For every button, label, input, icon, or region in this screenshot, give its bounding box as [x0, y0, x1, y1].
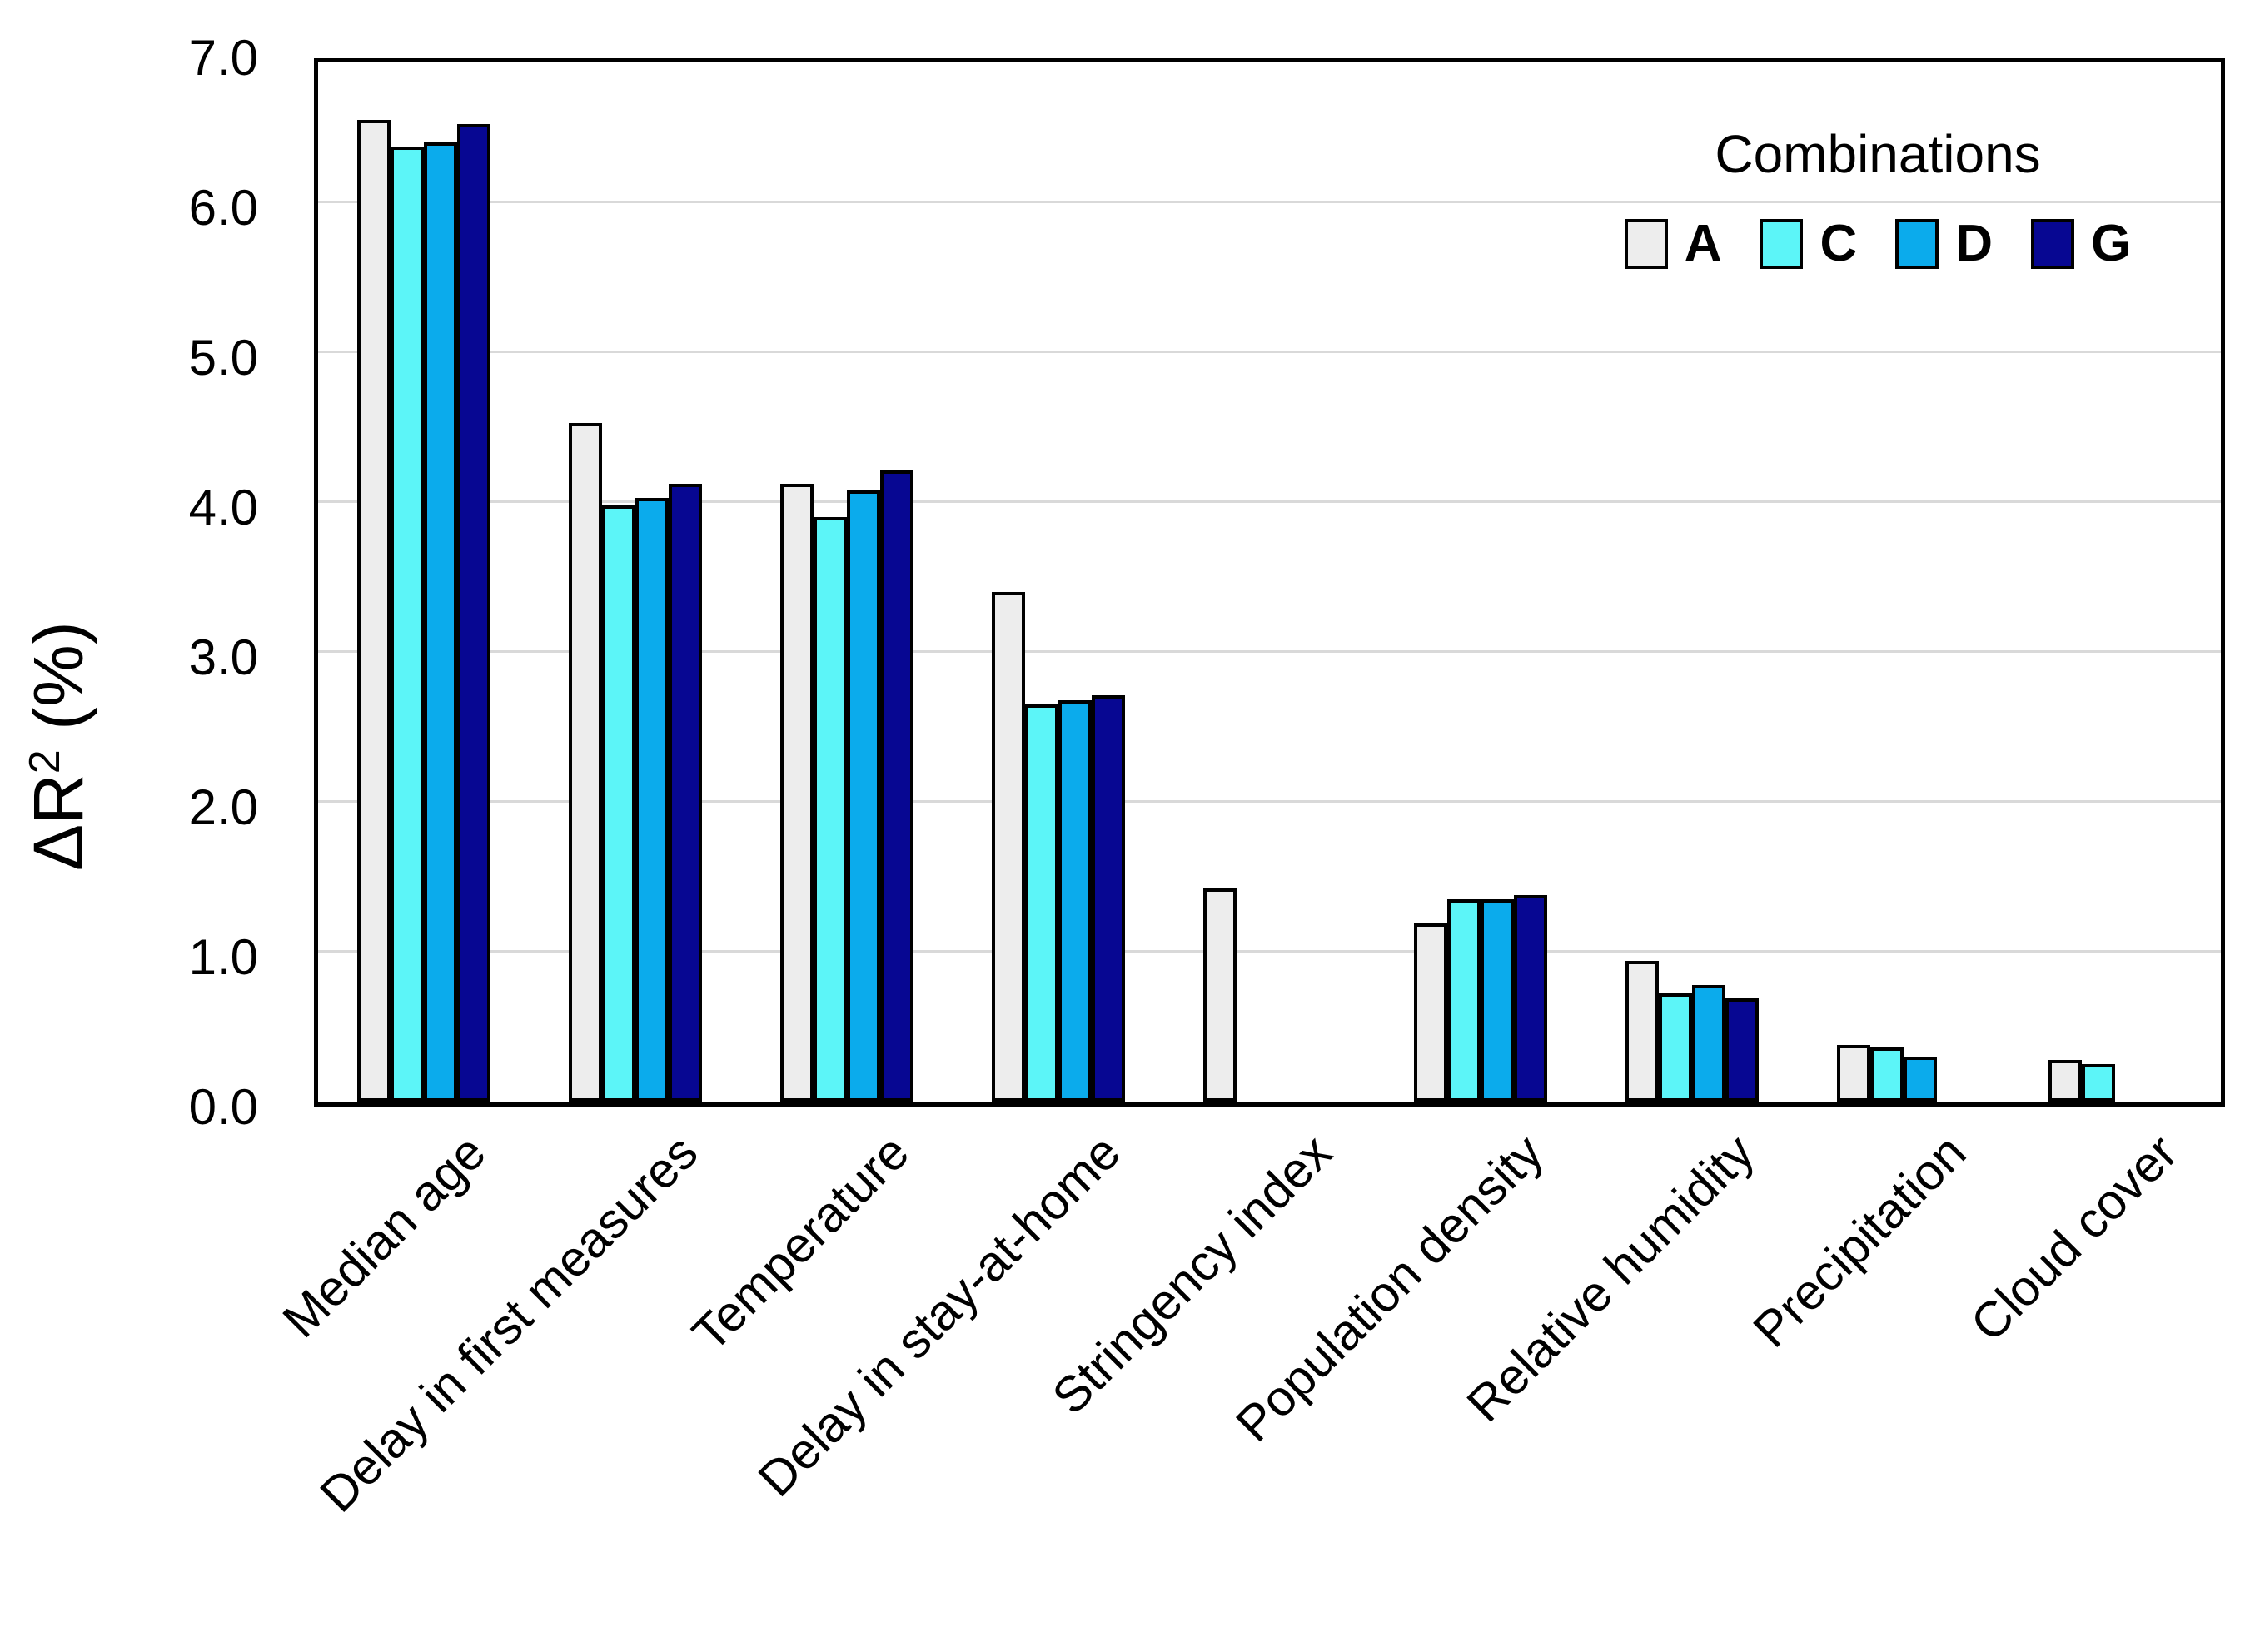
legend-label-A: A — [1684, 215, 1722, 272]
bar-A-7 — [1837, 1045, 1871, 1102]
bar-C-7 — [1870, 1047, 1904, 1102]
bar-C-3 — [1024, 704, 1058, 1102]
bar-A-6 — [1625, 961, 1660, 1102]
legend-label-G: G — [2091, 215, 2132, 272]
y-axis-tick-1.0: 1.0 — [188, 929, 258, 985]
bar-D-1 — [635, 498, 669, 1102]
bar-D-3 — [1058, 700, 1092, 1102]
x-axis-label-0: Median age — [272, 1123, 497, 1348]
gridline-1 — [318, 950, 2221, 953]
y-axis-tick-5.0: 5.0 — [188, 330, 258, 386]
legend-label-C: C — [1819, 215, 1858, 272]
gridline-2 — [318, 800, 2221, 803]
bar-C-8 — [2082, 1064, 2116, 1102]
gridline-5 — [318, 351, 2221, 353]
bar-D-7 — [1904, 1057, 1938, 1102]
legend: Combinations A C D G — [1586, 125, 2169, 270]
x-axis-label-3: Delay in stay-at-home — [747, 1123, 1131, 1507]
gridline-3 — [318, 650, 2221, 653]
gridline-4 — [318, 500, 2221, 503]
bar-C-6 — [1659, 993, 1693, 1102]
x-axis-label-7: Precipitation — [1742, 1123, 1977, 1358]
bar-A-1 — [568, 423, 602, 1102]
bar-D-6 — [1692, 985, 1726, 1102]
legend-item-C: C — [1760, 218, 1857, 270]
legend-item-G: G — [2031, 218, 2131, 270]
bar-G-5 — [1514, 895, 1548, 1102]
legend-item-A: A — [1624, 215, 1722, 272]
bar-D-5 — [1481, 899, 1515, 1102]
bar-D-0 — [423, 142, 457, 1102]
bar-A-8 — [2048, 1060, 2083, 1102]
gridline-6 — [318, 201, 2221, 203]
bar-G-2 — [879, 470, 913, 1102]
x-axis-label-2: Temperature — [681, 1123, 919, 1362]
y-axis-title-superscript: 2 — [21, 749, 69, 774]
bar-A-3 — [991, 592, 1025, 1102]
bar-C-5 — [1447, 899, 1481, 1102]
x-axis-label-1: Delay in first measures — [309, 1123, 709, 1523]
y-axis-tick-0.0: 0.0 — [188, 1079, 258, 1135]
legend-label-D: D — [1955, 215, 1994, 272]
legend-swatch-C — [1760, 219, 1804, 269]
bar-G-1 — [668, 484, 702, 1102]
bar-G-6 — [1725, 998, 1760, 1102]
bar-G-0 — [456, 124, 490, 1102]
bar-G-3 — [1091, 695, 1125, 1102]
bar-A-5 — [1414, 923, 1448, 1102]
y-axis-tick-3.0: 3.0 — [188, 629, 258, 685]
legend-item-D: D — [1895, 218, 1993, 270]
y-axis-tick-2.0: 2.0 — [188, 779, 258, 835]
bar-D-2 — [846, 490, 880, 1102]
bar-C-0 — [390, 147, 424, 1102]
bar-C-2 — [813, 517, 847, 1102]
bar-C-1 — [601, 505, 635, 1102]
y-axis-tick-6.0: 6.0 — [188, 180, 258, 236]
x-axis-label-8: Cloud cover — [1959, 1123, 2188, 1352]
legend-swatch-A — [1624, 219, 1668, 269]
legend-swatch-D — [1895, 219, 1939, 269]
legend-title: Combinations — [1715, 124, 2041, 184]
y-axis-tick-4.0: 4.0 — [188, 480, 258, 535]
legend-swatch-G — [2031, 219, 2075, 269]
bar-A-4 — [1202, 888, 1237, 1102]
bar-A-2 — [779, 484, 814, 1102]
bar-A-0 — [356, 120, 391, 1102]
y-axis-tick-7.0: 7.0 — [188, 30, 258, 86]
